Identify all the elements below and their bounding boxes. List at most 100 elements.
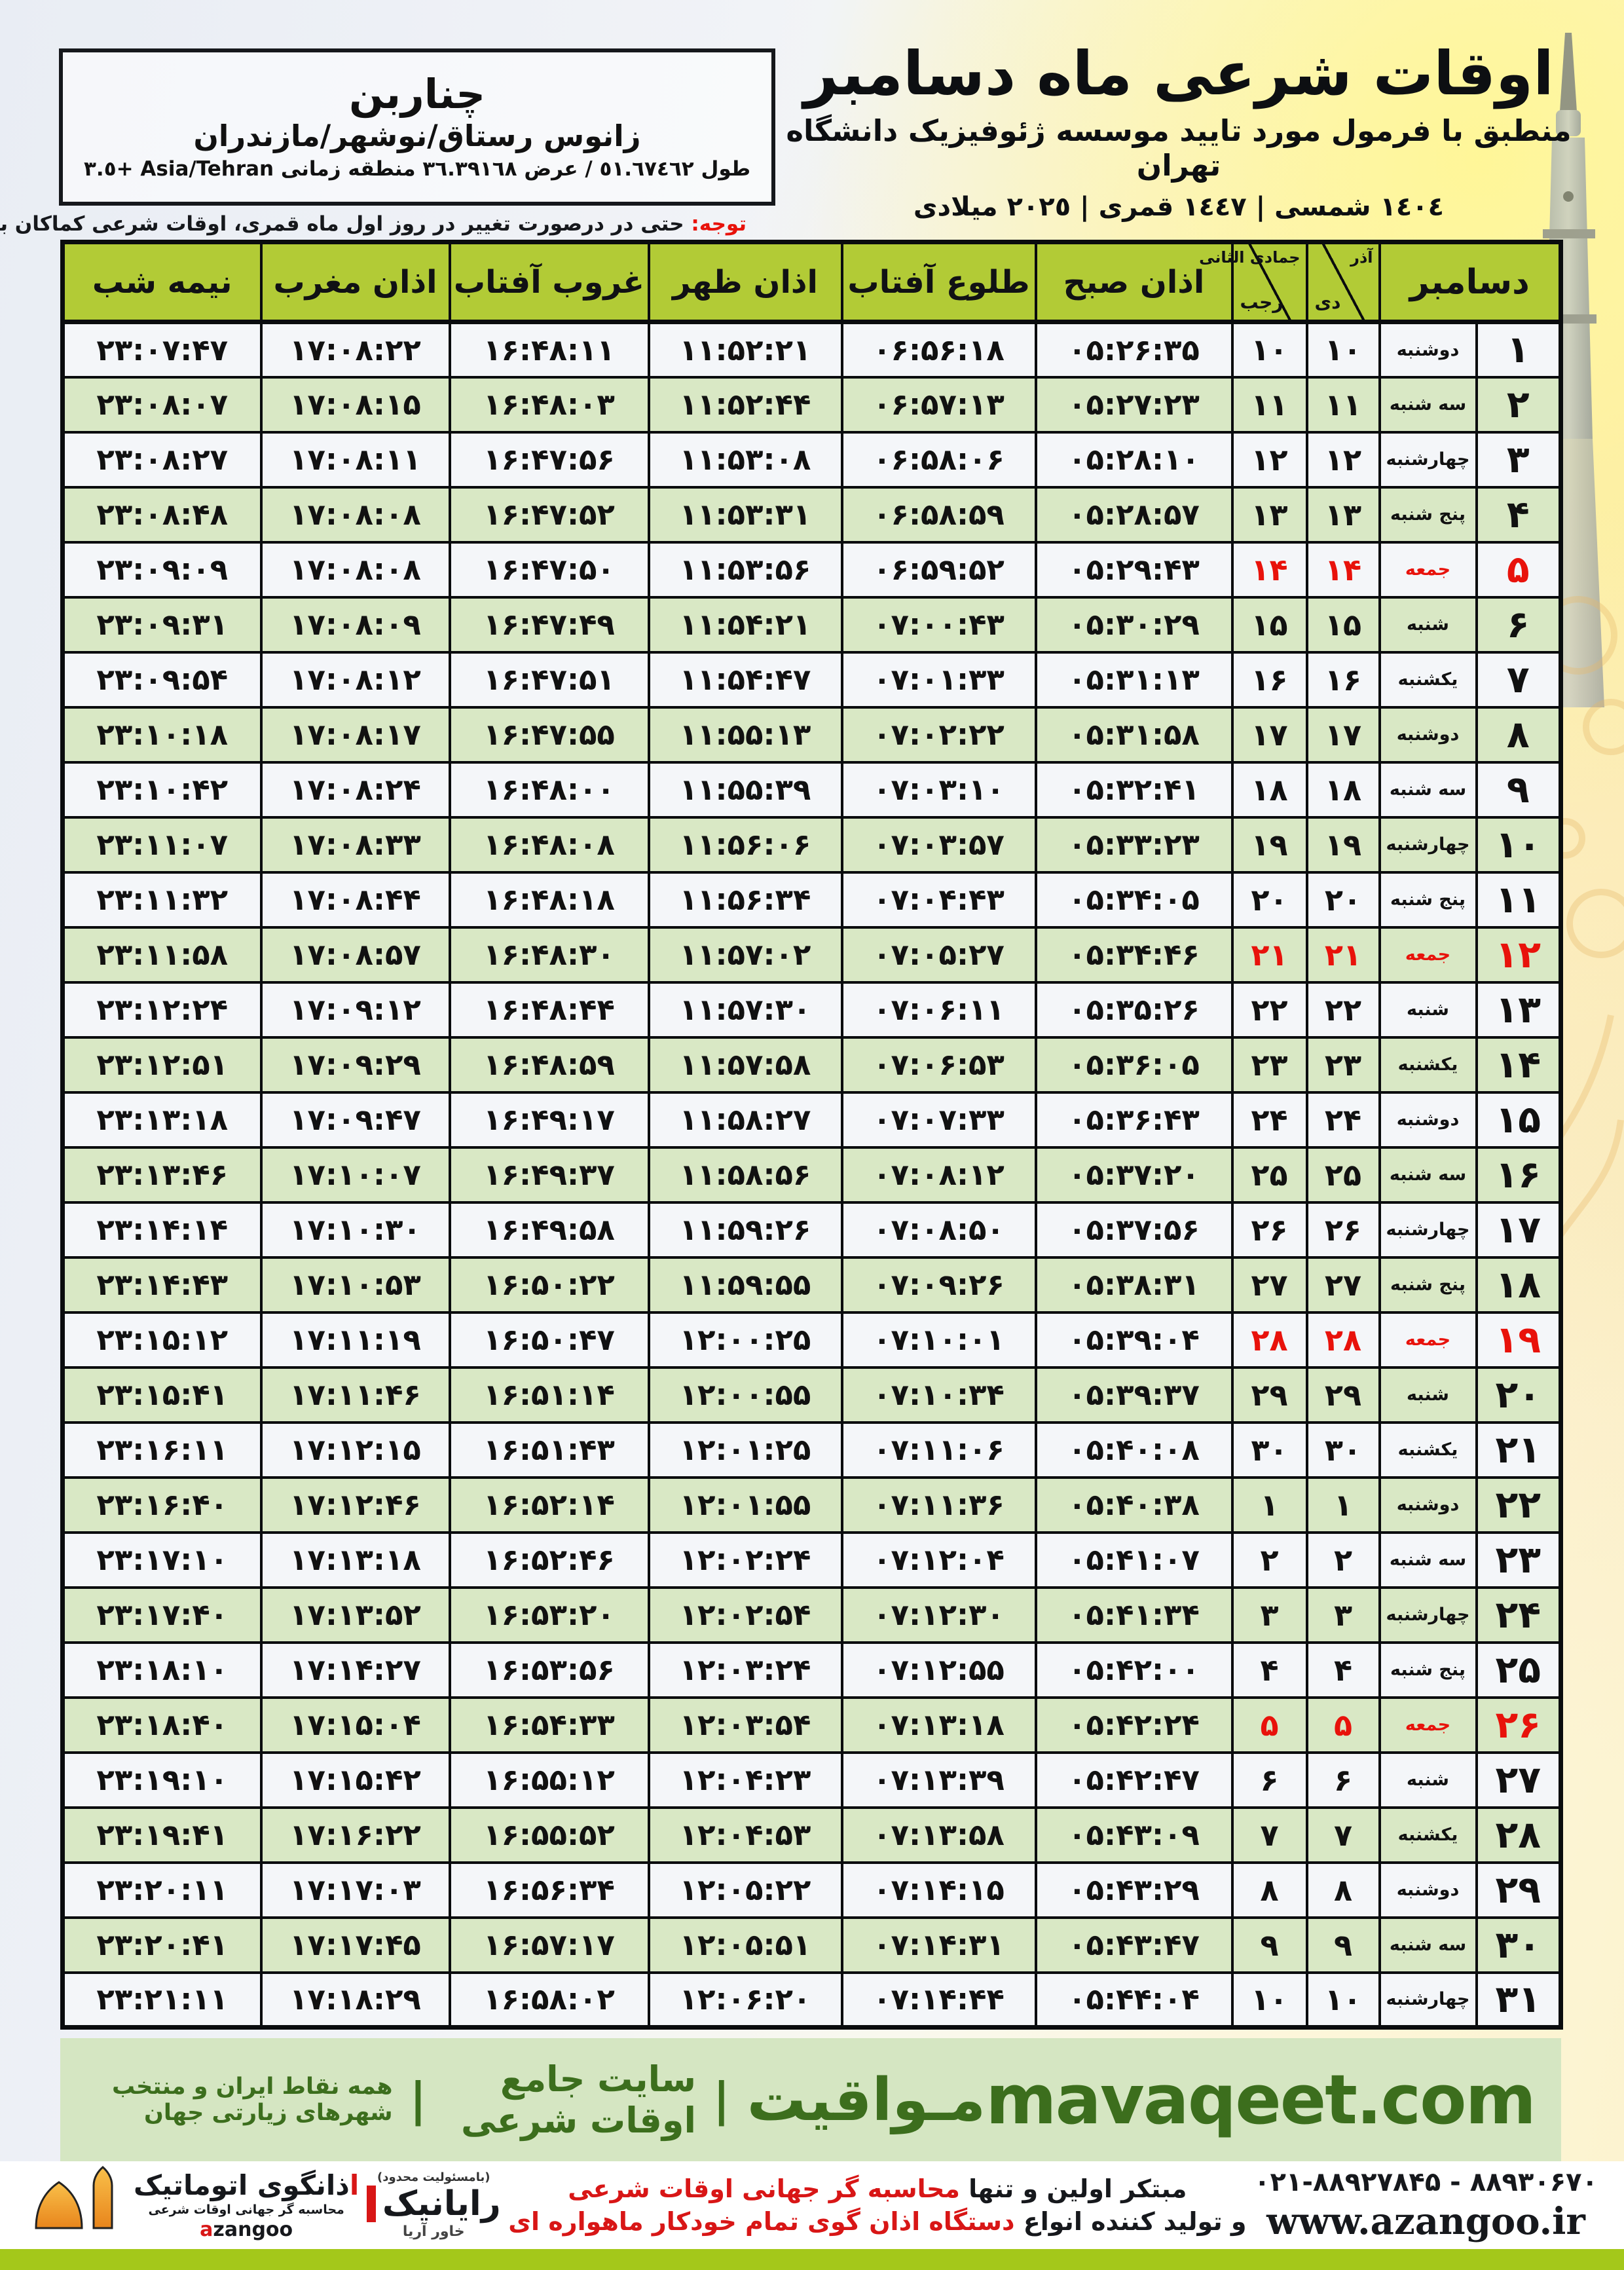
hijri-date-cell: ۱۴ bbox=[1230, 540, 1308, 599]
sunset-time-cell: ۱۶:۵۱:۴۳ bbox=[448, 1421, 650, 1479]
persian-date-cell: ۸ bbox=[1305, 1861, 1381, 1919]
footer-tagline-sub: همه نقاط ایران و منتخب شهرهای زیارتی جها… bbox=[112, 2074, 393, 2126]
hijri-date-cell: ۲۴ bbox=[1230, 1090, 1308, 1149]
hijri-date-cell: ۸ bbox=[1230, 1861, 1308, 1919]
weekday-cell: چهارشنبه bbox=[1378, 815, 1478, 874]
maghrib-time-cell: ۱۷:۱۵:۰۴ bbox=[259, 1696, 451, 1754]
weekday-cell: پنج شنبه bbox=[1378, 1256, 1478, 1314]
december-day-cell: ۳ bbox=[1475, 430, 1562, 489]
table-row: ۱ دوشنبه ۱۰ ۱۰ ۰۵:۲۶:۳۵ ۰۶:۵۶:۱۸ ۱۱:۵۲:۲… bbox=[61, 320, 1562, 379]
december-day-cell: ۲۰ bbox=[1475, 1366, 1562, 1424]
sunset-time-cell: ۱۶:۵۵:۱۲ bbox=[448, 1751, 650, 1809]
table-row: ۳۱ چهارشنبه ۱۰ ۱۰ ۰۵:۴۴:۰۴ ۰۷:۱۴:۴۴ ۱۲:۰… bbox=[61, 1971, 1562, 2029]
sunrise-time-cell: ۰۷:۱۱:۰۶ bbox=[840, 1421, 1037, 1479]
table-row: ۱۸ پنج شنبه ۲۷ ۲۷ ۰۵:۳۸:۳۱ ۰۷:۰۹:۲۶ ۱۱:۵… bbox=[61, 1256, 1562, 1314]
title-block: اوقات شرعی ماه دسامبر منطبق با فرمول مور… bbox=[766, 41, 1591, 222]
table-row: ۱۷ چهارشنبه ۲۶ ۲۶ ۰۵:۳۷:۵۶ ۰۷:۰۸:۵۰ ۱۱:۵… bbox=[61, 1200, 1562, 1259]
sunrise-time-cell: ۰۷:۱۲:۳۰ bbox=[840, 1586, 1037, 1644]
dhuhr-time-cell: ۱۲:۰۴:۵۳ bbox=[647, 1806, 843, 1864]
dhuhr-time-cell: ۱۱:۵۹:۵۵ bbox=[647, 1256, 843, 1314]
sunset-time-cell: ۱۶:۴۸:۰۸ bbox=[448, 815, 650, 874]
dhuhr-time-cell: ۱۱:۵۸:۲۷ bbox=[647, 1090, 843, 1149]
midnight-time-cell: ۲۳:۲۰:۱۱ bbox=[61, 1861, 263, 1919]
note-text: حتی در درصورت تغییر در روز اول ماه قمری،… bbox=[0, 212, 684, 236]
midnight-time-cell: ۲۳:۱۹:۴۱ bbox=[61, 1806, 263, 1864]
december-day-cell: ۲ bbox=[1475, 375, 1562, 434]
december-day-cell: ۲۹ bbox=[1475, 1861, 1562, 1919]
location-coordinates: طول ٥١.٦٧٤٦٢ / عرض ٣٦.٣٩١٦٨ منطقه زمانی … bbox=[84, 157, 751, 181]
midnight-time-cell: ۲۳:۱۱:۵۸ bbox=[61, 925, 263, 984]
weekday-cell: شنبه bbox=[1378, 595, 1478, 654]
dhuhr-time-cell: ۱۲:۰۰:۵۵ bbox=[647, 1366, 843, 1424]
midnight-time-cell: ۲۳:۱۵:۱۲ bbox=[61, 1311, 263, 1369]
dhuhr-time-cell: ۱۱:۵۶:۳۴ bbox=[647, 870, 843, 929]
weekday-cell: دوشنبه bbox=[1378, 1861, 1478, 1919]
maghrib-time-cell: ۱۷:۰۹:۲۹ bbox=[259, 1035, 451, 1094]
table-row: ۲۴ چهارشنبه ۳ ۳ ۰۵:۴۱:۳۴ ۰۷:۱۲:۳۰ ۱۲:۰۲:… bbox=[61, 1586, 1562, 1644]
hijri-date-cell: ۹ bbox=[1230, 1916, 1308, 1974]
maghrib-time-cell: ۱۷:۰۸:۰۸ bbox=[259, 485, 451, 544]
fajr-time-cell: ۰۵:۳۴:۰۵ bbox=[1034, 870, 1234, 929]
persian-date-cell: ۲۴ bbox=[1305, 1090, 1381, 1149]
weekday-cell: شنبه bbox=[1378, 1751, 1478, 1809]
hijri-date-cell: ۲۱ bbox=[1230, 925, 1308, 984]
fajr-time-cell: ۰۵:۳۴:۴۶ bbox=[1034, 925, 1234, 984]
footer-brand-line: مـواقیت | سایت جامع اوقات شرعی | همه نقا… bbox=[86, 2058, 986, 2141]
persian-date-cell: ۱۲ bbox=[1305, 430, 1381, 489]
azangoo-url-link[interactable]: www.azangoo.ir bbox=[1266, 2200, 1585, 2243]
table-row: ۲۰ شنبه ۲۹ ۲۹ ۰۵:۳۹:۳۷ ۰۷:۱۰:۳۴ ۱۲:۰۰:۵۵… bbox=[61, 1366, 1562, 1424]
table-row: ۳۰ سه شنبه ۹ ۹ ۰۵:۴۳:۴۷ ۰۷:۱۴:۳۱ ۱۲:۰۵:۵… bbox=[61, 1916, 1562, 1974]
maghrib-time-cell: ۱۷:۰۸:۰۹ bbox=[259, 595, 451, 654]
calendar-years: ١٤٠٤ شمسی | ١٤٤٧ قمری | ٢٠٢٥ میلادی bbox=[913, 192, 1445, 223]
footer-tagline-main: سایت جامع اوقات شرعی bbox=[460, 2058, 696, 2141]
weekday-cell: سه شنبه bbox=[1378, 1145, 1478, 1204]
fajr-time-cell: ۰۵:۴۱:۰۷ bbox=[1034, 1531, 1234, 1589]
maghrib-time-cell: ۱۷:۱۶:۲۲ bbox=[259, 1806, 451, 1864]
slogan-line-2: و تولید کننده انواع دستگاه اذان گوی تمام… bbox=[508, 2207, 1246, 2236]
december-day-cell: ۶ bbox=[1475, 595, 1562, 654]
sunrise-time-cell: ۰۷:۰۸:۵۰ bbox=[840, 1200, 1037, 1259]
maghrib-time-cell: ۱۷:۰۸:۱۵ bbox=[259, 375, 451, 434]
page-title: اوقات شرعی ماه دسامبر bbox=[803, 39, 1554, 109]
table-row: ۲۸ یکشنبه ۷ ۷ ۰۵:۴۳:۰۹ ۰۷:۱۳:۵۸ ۱۲:۰۴:۵۳… bbox=[61, 1806, 1562, 1864]
slogan2-highlight: دستگاه اذان گوی تمام خودکار ماهواره ای bbox=[508, 2207, 1015, 2236]
maghrib-time-cell: ۱۷:۱۲:۱۵ bbox=[259, 1421, 451, 1479]
maghrib-time-cell: ۱۷:۰۸:۲۲ bbox=[259, 320, 451, 379]
mavaqeet-url-link[interactable]: mavaqeet.com bbox=[986, 2060, 1536, 2140]
persian-date-cell: ۱۱ bbox=[1305, 375, 1381, 434]
hijri-date-cell: ۷ bbox=[1230, 1806, 1308, 1864]
sunset-time-cell: ۱۶:۴۸:۱۱ bbox=[448, 320, 650, 379]
separator: | bbox=[409, 2073, 427, 2127]
december-day-cell: ۲۸ bbox=[1475, 1806, 1562, 1864]
midnight-time-cell: ۲۳:۱۷:۴۰ bbox=[61, 1586, 263, 1644]
header-azar: آذر bbox=[1350, 248, 1373, 267]
weekday-cell: سه شنبه bbox=[1378, 1531, 1478, 1589]
sunset-time-cell: ۱۶:۴۹:۵۸ bbox=[448, 1200, 650, 1259]
fajr-time-cell: ۰۵:۲۸:۱۰ bbox=[1034, 430, 1234, 489]
location-region: زانوس رستاق/نوشهر/مازندران bbox=[193, 119, 641, 154]
december-day-cell: ۲۴ bbox=[1475, 1586, 1562, 1644]
sunset-time-cell: ۱۶:۴۸:۴۴ bbox=[448, 980, 650, 1039]
azangoo-red-a: a bbox=[200, 2218, 213, 2241]
december-day-cell: ۱۴ bbox=[1475, 1035, 1562, 1094]
header-midnight: نیمه شب bbox=[61, 240, 263, 324]
sunset-time-cell: ۱۶:۵۵:۵۲ bbox=[448, 1806, 650, 1864]
location-city: چناربن bbox=[348, 70, 486, 119]
fajr-time-cell: ۰۵:۲۸:۵۷ bbox=[1034, 485, 1234, 544]
maghrib-time-cell: ۱۷:۰۸:۱۱ bbox=[259, 430, 451, 489]
weekday-cell: سه شنبه bbox=[1378, 760, 1478, 819]
weekday-cell: چهارشنبه bbox=[1378, 1200, 1478, 1259]
fajr-time-cell: ۰۵:۳۶:۰۵ bbox=[1034, 1035, 1234, 1094]
table-row: ۲ سه شنبه ۱۱ ۱۱ ۰۵:۲۷:۲۳ ۰۶:۵۷:۱۳ ۱۱:۵۲:… bbox=[61, 375, 1562, 434]
fajr-time-cell: ۰۵:۳۹:۰۴ bbox=[1034, 1311, 1234, 1369]
midnight-time-cell: ۲۳:۱۷:۱۰ bbox=[61, 1531, 263, 1589]
sunset-time-cell: ۱۶:۴۸:۰۳ bbox=[448, 375, 650, 434]
azangoo-latin-name: azangoo bbox=[200, 2218, 293, 2241]
maghrib-time-cell: ۱۷:۰۸:۱۲ bbox=[259, 650, 451, 709]
sunrise-time-cell: ۰۷:۰۴:۴۳ bbox=[840, 870, 1037, 929]
sunrise-time-cell: ۰۷:۱۰:۳۴ bbox=[840, 1366, 1037, 1424]
fajr-time-cell: ۰۵:۴۱:۳۴ bbox=[1034, 1586, 1234, 1644]
table-row: ۴ پنج شنبه ۱۳ ۱۳ ۰۵:۲۸:۵۷ ۰۶:۵۸:۵۹ ۱۱:۵۳… bbox=[61, 485, 1562, 544]
sunset-time-cell: ۱۶:۵۴:۳۳ bbox=[448, 1696, 650, 1754]
